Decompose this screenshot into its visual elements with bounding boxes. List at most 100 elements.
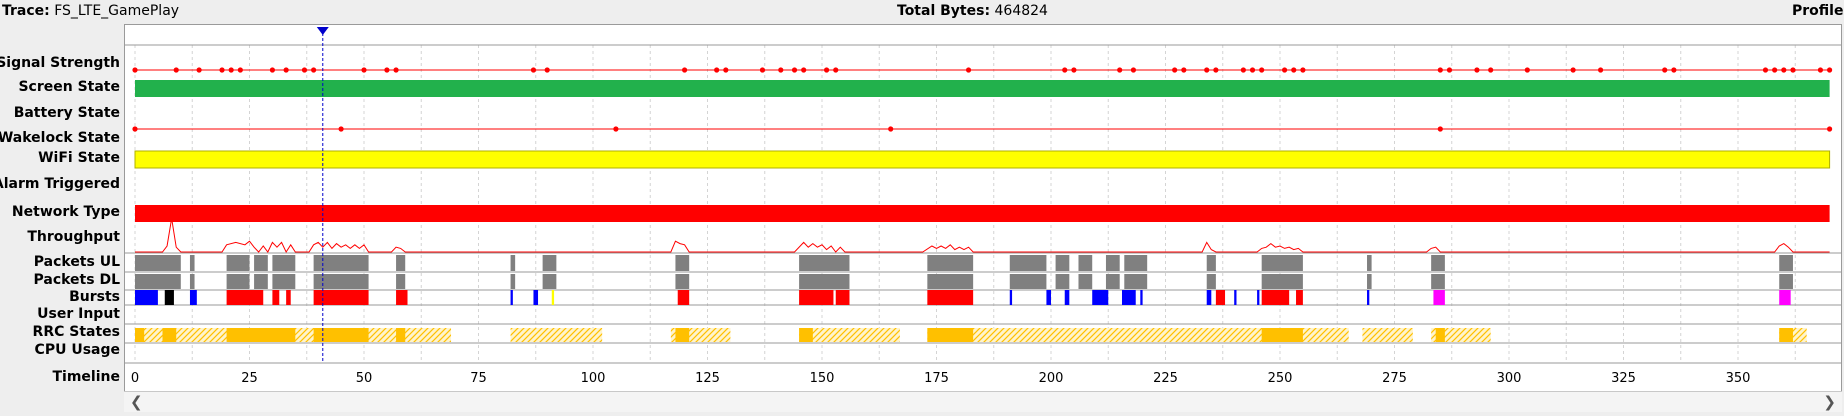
rrc-state-active <box>162 328 177 342</box>
packet-ul-block <box>1078 255 1093 271</box>
signal-strength-point <box>1772 67 1778 73</box>
burst-block <box>1092 290 1109 305</box>
signal-strength-point <box>1671 67 1677 73</box>
scroll-left-arrow-icon[interactable]: ❮ <box>130 393 143 411</box>
packet-ul-block <box>542 255 557 271</box>
rrc-state-active <box>675 328 690 342</box>
timeline-tick-label: 175 <box>924 371 949 386</box>
signal-strength-point <box>1181 67 1187 73</box>
burst-block <box>677 290 690 305</box>
packet-ul-block <box>1367 255 1372 271</box>
wakelock-state-point <box>1827 126 1833 132</box>
burst-block <box>551 290 555 305</box>
playhead-marker-icon[interactable] <box>316 27 329 35</box>
signal-strength-point <box>682 67 688 73</box>
rrc-state-segment <box>1431 328 1491 342</box>
rrc-state-segment <box>799 328 900 342</box>
packet-ul-block <box>1124 255 1148 271</box>
signal-strength-point <box>1762 67 1769 73</box>
burst-block <box>272 290 280 305</box>
packet-ul-block <box>927 255 974 271</box>
signal-strength-point <box>1437 67 1443 73</box>
burst-block <box>313 290 369 305</box>
packet-dl-block <box>1367 274 1372 289</box>
signal-strength-point <box>361 67 367 73</box>
trace-info: Trace: FS_LTE_GamePlay <box>2 3 179 19</box>
timeline-tick-label: 0 <box>131 371 139 386</box>
timeline-tick-label: 200 <box>1039 371 1064 386</box>
profile-label: Profile: <box>1792 3 1844 19</box>
rrc-state-active <box>927 328 974 342</box>
rrc-state-segment <box>927 328 1349 342</box>
timeline-tick-label: 250 <box>1268 371 1293 386</box>
packet-dl-block <box>1261 274 1303 289</box>
rrc-state-active <box>1779 328 1793 342</box>
packet-dl-block <box>1779 274 1793 289</box>
burst-block <box>1367 290 1370 305</box>
signal-strength-point <box>1172 67 1178 73</box>
signal-strength-point <box>219 67 225 73</box>
signal-strength-point <box>237 67 243 73</box>
signal-strength-point <box>283 67 289 73</box>
signal-strength-point <box>384 67 390 73</box>
signal-strength-point <box>1213 67 1219 73</box>
packet-ul-block <box>1105 255 1120 271</box>
row-label-battery-state: Battery State <box>13 105 120 121</box>
signal-strength-point <box>1240 67 1246 73</box>
signal-strength-point <box>1249 67 1256 73</box>
signal-strength-point <box>132 67 138 73</box>
signal-strength-point <box>1524 67 1530 73</box>
row-label-packets-dl: Packets DL <box>33 272 120 288</box>
bursts-series <box>135 290 1791 305</box>
timeline-tick-label: 225 <box>1153 371 1178 386</box>
signal-strength-point <box>791 67 798 73</box>
packet-dl-block <box>675 274 690 289</box>
signal-strength-point <box>1281 67 1288 73</box>
wakelock-state-point <box>888 126 894 132</box>
burst-block <box>835 290 850 305</box>
burst-block <box>1140 290 1143 305</box>
timeline-tick-label: 350 <box>1726 371 1751 386</box>
burst-block <box>1121 290 1136 305</box>
packet-dl-block <box>1105 274 1120 289</box>
packet-dl-block <box>510 274 516 289</box>
row-label-network-type: Network Type <box>11 204 120 220</box>
trace-label: Trace: <box>2 3 50 19</box>
grid-lines <box>134 45 1796 363</box>
timeline-tick-label: 275 <box>1382 371 1407 386</box>
network-type-bar <box>135 205 1830 222</box>
scroll-right-arrow-icon[interactable]: ❯ <box>1823 393 1836 411</box>
timeline-tick-label: 100 <box>581 371 606 386</box>
packet-ul-block <box>675 255 690 271</box>
packet-ul-block <box>1206 255 1216 271</box>
burst-block <box>1215 290 1226 305</box>
packet-ul-block <box>1009 255 1047 271</box>
row-label-user-input: User Input <box>37 306 120 322</box>
timeline-tick-label: 75 <box>470 371 487 386</box>
signal-strength-point <box>196 67 202 73</box>
rrc-state-active <box>799 328 813 342</box>
row-label-throughput: Throughput <box>27 229 120 245</box>
signal-strength-point <box>1662 67 1668 73</box>
row-label-signal-strength: Signal Strength <box>0 55 120 71</box>
horizontal-scrollbar[interactable]: ❮ ❯ <box>124 391 1842 412</box>
signal-strength-point <box>311 67 317 73</box>
row-label-packets-ul: Packets UL <box>33 254 120 270</box>
burst-block <box>396 290 408 305</box>
rrc-states-series <box>135 328 1807 342</box>
timeline-chart-panel[interactable]: 0 25 50 75 100 125 150 175 200 225 250 275 300 325 350 <box>124 24 1842 412</box>
signal-strength-point <box>1827 67 1833 73</box>
packet-dl-block <box>272 274 296 289</box>
rrc-state-active <box>313 328 369 342</box>
packet-dl-block <box>1206 274 1216 289</box>
burst-block <box>1009 290 1013 305</box>
burst-block <box>1257 290 1260 305</box>
packet-dl-block <box>226 274 250 289</box>
wakelock-state-point <box>132 126 138 132</box>
signal-strength-point <box>269 67 275 73</box>
burst-block <box>1779 290 1791 305</box>
trace-chart[interactable]: 0 25 50 75 100 125 150 175 200 225 250 275 300 325 350 <box>125 25 1841 391</box>
signal-strength-point <box>1062 67 1068 73</box>
timeline-tick-label: 25 <box>241 371 258 386</box>
packet-ul-block <box>313 255 369 271</box>
